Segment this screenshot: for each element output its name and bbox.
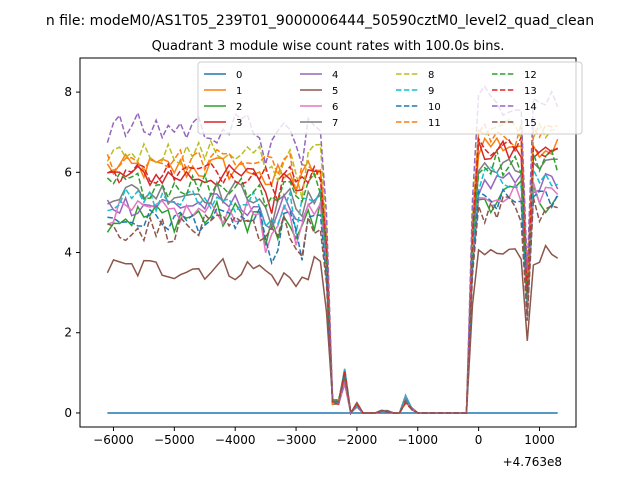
legend-label-4: 4	[332, 70, 338, 81]
y-tick-label: 8	[64, 85, 72, 99]
legend-label-9: 9	[428, 86, 434, 97]
plot-lines	[106, 84, 559, 416]
legend-label-5: 5	[332, 86, 338, 97]
series-line-8	[106, 118, 558, 415]
legend-label-0: 0	[236, 70, 242, 81]
plot-frame	[79, 57, 577, 428]
x-tick-label: −6000	[93, 433, 134, 447]
legend-label-15: 15	[524, 118, 537, 129]
legend-label-12: 12	[524, 70, 537, 81]
x-tick-label: −4000	[215, 433, 256, 447]
legend-label-2: 2	[236, 102, 242, 113]
legend-label-11: 11	[428, 118, 441, 129]
y-tick-label: 6	[64, 165, 72, 179]
x-tick-label: 0	[475, 433, 483, 447]
series-line-12	[106, 149, 559, 415]
chart-title: Quadrant 3 module wise count rates with …	[152, 39, 505, 54]
legend-label-14: 14	[524, 102, 537, 113]
x-tick-label: −5000	[154, 433, 195, 447]
y-tick-label: 0	[64, 406, 72, 420]
figure-suptitle: n file: modeM0/AS1T05_239T01_9000006444_…	[46, 13, 594, 29]
series-line-13	[107, 136, 558, 416]
series-line-7	[107, 158, 558, 415]
y-tick-label: 2	[64, 326, 72, 340]
legend-label-6: 6	[332, 102, 338, 113]
y-axis-ticks: 0 2 4 6 8	[64, 85, 80, 420]
y-tick-label: 4	[64, 246, 72, 260]
legend-label-3: 3	[236, 118, 242, 129]
legend-label-7: 7	[332, 118, 338, 129]
x-tick-label: −2000	[337, 433, 378, 447]
legend-label-10: 10	[428, 102, 441, 113]
series-line-11	[106, 122, 558, 415]
series-line-3	[107, 139, 559, 416]
x-tick-label: 1000	[524, 433, 555, 447]
series-line-15	[107, 196, 558, 416]
x-tick-label: −1000	[397, 433, 438, 447]
x-axis-ticks: −6000 −5000 −4000 −3000 −2000 −1000 0 1000	[93, 427, 555, 447]
legend-label-13: 13	[524, 86, 537, 97]
legend-label-8: 8	[428, 70, 434, 81]
legend-label-1: 1	[236, 86, 242, 97]
x-tick-label: −3000	[276, 433, 317, 447]
legend-box	[197, 61, 583, 135]
x-axis-offset-label: +4.763e8	[503, 455, 562, 469]
